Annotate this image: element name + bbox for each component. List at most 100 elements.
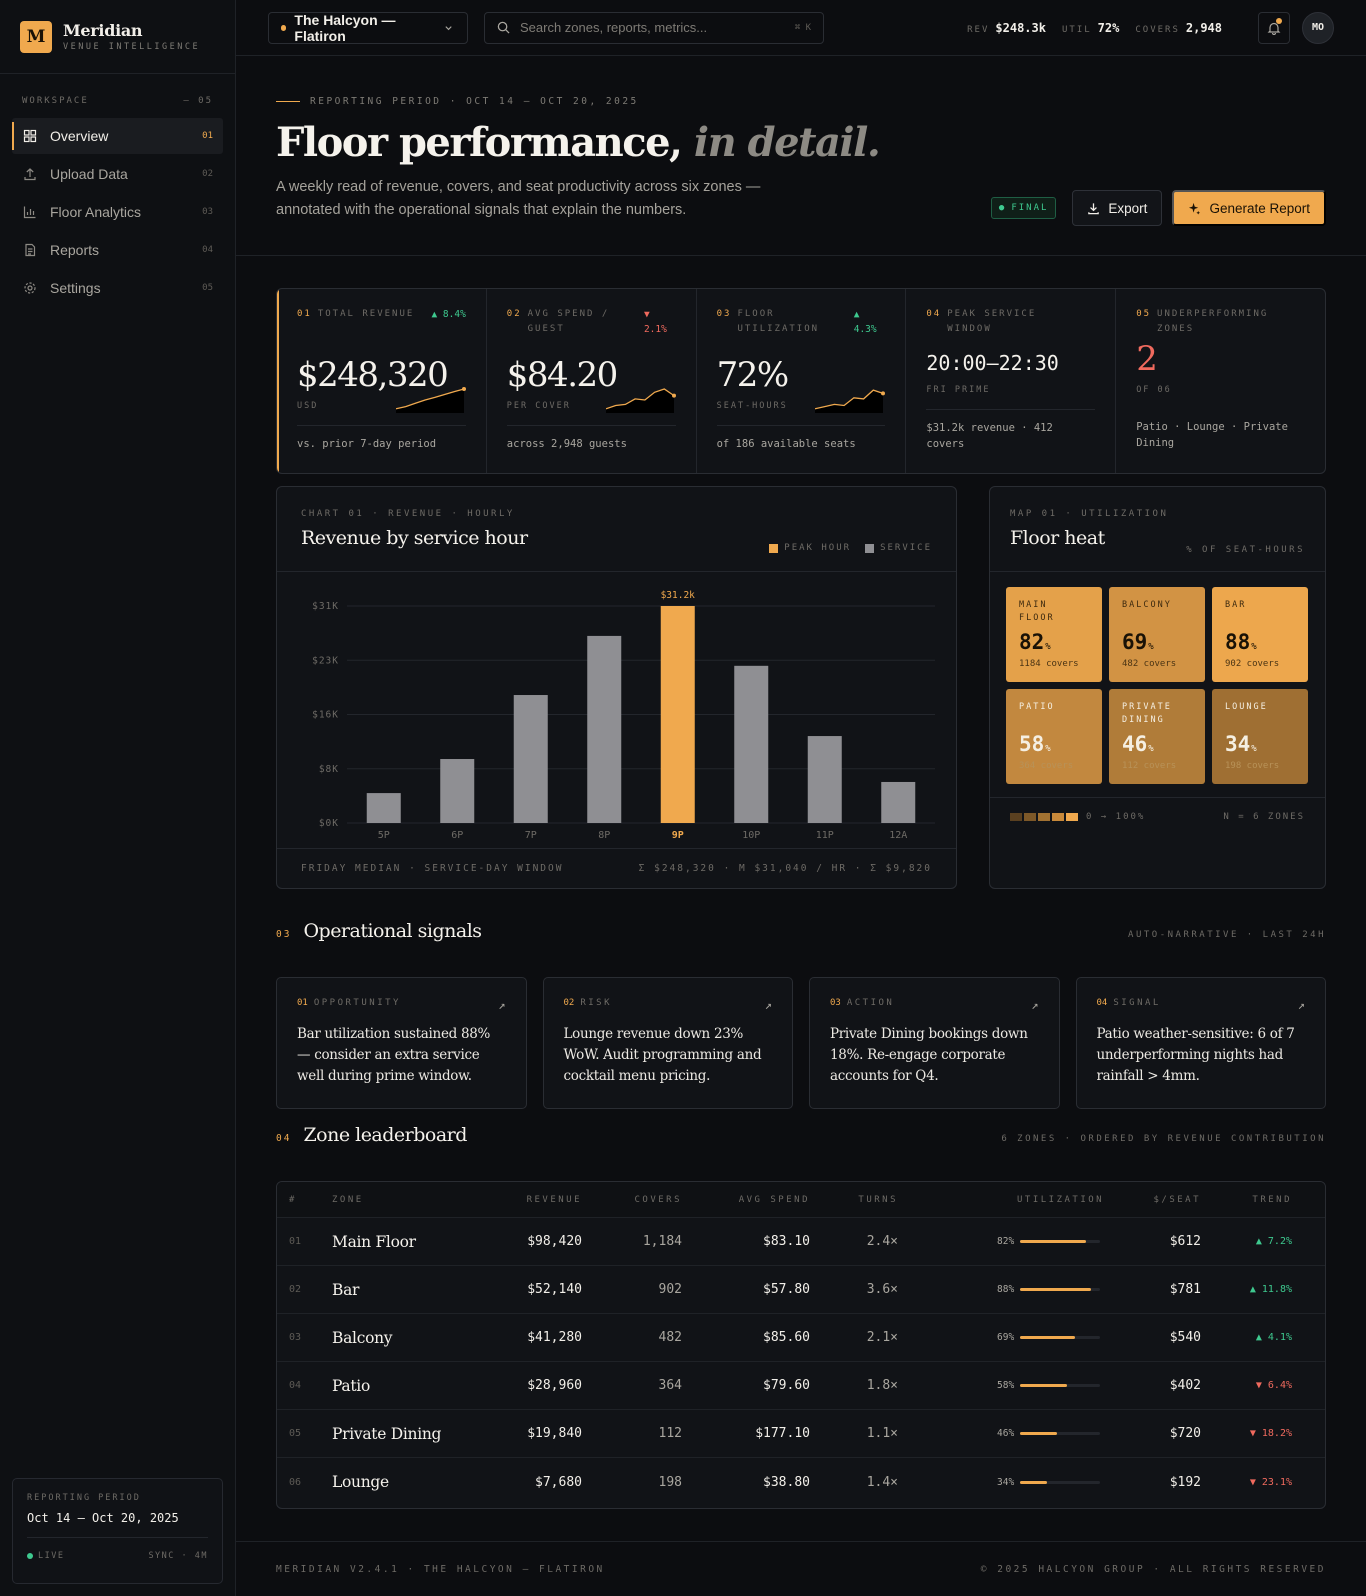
page-title-emphasis: in detail. [693, 119, 881, 166]
search-bar[interactable]: Search zones, reports, metrics... ⌘ K [484, 11, 824, 44]
notifications-button[interactable] [1258, 11, 1290, 44]
signal-card-opportunity[interactable]: 01 OPPORTUNITY ↗ Bar utilization sustained … [276, 977, 527, 1109]
signal-text: Patio weather-sensitive: 6 of 7 underper… [1096, 1026, 1295, 1084]
kpi-card-03[interactable]: 03 FLOOR UTILIZATION ▲ 4.3% 72% SEAT-HOURS of… [697, 289, 907, 473]
bar-9p[interactable] [660, 606, 695, 823]
heat-scale [1010, 813, 1078, 821]
table-row[interactable]: 03 Balcony $41,280 482 $85.60 2.1× 69% $540 ▲ 4.… [277, 1314, 1325, 1362]
cell-covers: 198 [658, 1474, 682, 1490]
kpi-strip: 01 TOTAL REVENUE ▲ 8.4% $248,320 USD vs. prio… [276, 288, 1326, 474]
signal-card-signal[interactable]: 04 SIGNAL ↗ Patio weather-sensitive: 6 of 7… [1075, 977, 1326, 1109]
sidebar-item-floor-analytics[interactable]: Floor Analytics 03 [12, 194, 223, 230]
chart-legend: PEAK HOUR SERVICE [769, 543, 932, 553]
heat-tile-patio[interactable]: PATIO 58% 364 covers [1006, 689, 1102, 784]
table-header-row: # ZONE REVENUE COVERS AVG SPEND TURNS UTILIZAT… [277, 1182, 1325, 1218]
venue-selector[interactable]: The Halcyon — Flatiron [268, 11, 468, 44]
signal-header: 02 RISK ↗ [564, 998, 773, 1012]
bar-10p[interactable] [734, 665, 769, 823]
sidebar-item-reports[interactable]: Reports 04 [12, 232, 223, 268]
period-label: REPORTING PERIOD [27, 1493, 141, 1503]
bar-6p[interactable] [440, 759, 475, 823]
column-header-idx[interactable]: # [289, 1194, 297, 1205]
table-row[interactable]: 06 Lounge $7,680 198 $38.80 1.4× 34% $192 ▼ 23.1… [277, 1458, 1325, 1506]
signal-num: 01 [297, 998, 308, 1008]
kpi-unit: OF 06 [1136, 385, 1172, 395]
export-button[interactable]: Export [1072, 190, 1163, 226]
signal-header: 04 SIGNAL ↗ [1097, 998, 1306, 1012]
y-tick-label: $16K [312, 710, 339, 721]
bar-7p[interactable] [513, 695, 548, 823]
column-header-revenue[interactable]: REVENUE [526, 1194, 582, 1205]
heat-tile-main-floor[interactable]: MAIN FLOOR 82% 1184 covers [1006, 587, 1102, 682]
arrow-up-right-icon[interactable]: ↗ [498, 998, 506, 1012]
cell-covers: 112 [658, 1426, 682, 1441]
search-input[interactable]: Search zones, reports, metrics... [520, 20, 708, 35]
avatar[interactable]: MO [1302, 11, 1334, 44]
bar-11p[interactable] [807, 736, 842, 823]
x-tick-label: 7P [525, 830, 537, 841]
kpi-card-01[interactable]: 01 TOTAL REVENUE ▲ 8.4% $248,320 USD vs. prio… [277, 289, 487, 473]
heat-tile-bar[interactable]: BAR 88% 902 covers [1212, 587, 1308, 682]
chart-eyebrow: CHART 01 · REVENUE · HOURLY [301, 509, 515, 519]
generate-report-button[interactable]: Generate Report [1172, 190, 1326, 226]
x-tick-label: 5P [378, 830, 390, 841]
cell-utilization: 46% [997, 1428, 1101, 1439]
arrow-up-right-icon[interactable]: ↗ [1031, 998, 1039, 1012]
signal-card-action[interactable]: 03 ACTION ↗ Private Dining bookings down 18… [809, 977, 1060, 1109]
venue-name: The Halcyon — Flatiron [294, 11, 396, 44]
peak-data-label: $31.2k [661, 590, 696, 601]
kpi-unit: USD [297, 401, 319, 411]
column-header-avg[interactable]: AVG SPEND [738, 1194, 810, 1205]
column-header-seat[interactable]: $/SEAT [1153, 1194, 1201, 1205]
bar-12a[interactable] [881, 781, 916, 823]
utilization-bar [1020, 1336, 1101, 1339]
kpi-value: 2 [1136, 339, 1158, 379]
sparkline-end-dot [671, 393, 676, 398]
brand-subtitle: VENUE INTELLIGENCE [63, 42, 201, 52]
hero: REPORTING PERIOD · OCT 14 – OCT 20, 2025… [236, 56, 1366, 256]
y-tick-label: $0K [319, 818, 339, 829]
table-row[interactable]: 02 Bar $52,140 902 $57.80 3.6× 88% $781 ▲ 11.8% [277, 1266, 1325, 1314]
page-title: Floor performance, in detail. [276, 119, 881, 166]
bar-5p[interactable] [366, 793, 401, 823]
column-header-zone[interactable]: ZONE [332, 1194, 364, 1205]
column-header-trend[interactable]: TREND [1252, 1194, 1292, 1205]
bar-8p[interactable] [587, 635, 622, 823]
sidebar-item-settings[interactable]: Settings 05 [12, 270, 223, 306]
topbar: The Halcyon — Flatiron Search zones, rep… [236, 0, 1366, 56]
column-header-turns[interactable]: TURNS [858, 1194, 898, 1205]
sidebar-item-upload-data[interactable]: Upload Data 02 [12, 156, 223, 192]
column-header-util[interactable]: UTILIZATION [1017, 1194, 1105, 1205]
brand[interactable]: M Meridian VENUE INTELLIGENCE [0, 0, 235, 74]
legend-service: SERVICE [865, 543, 932, 553]
workspace-header: WORKSPACE — 05 [0, 74, 235, 118]
signal-card-risk[interactable]: 02 RISK ↗ Lounge revenue down 23% WoW. Audi… [542, 977, 793, 1109]
sidebar-item-overview[interactable]: Overview 01 [12, 118, 223, 154]
header-stat-util: UTIL 72% [1061, 20, 1120, 35]
table-row[interactable]: 01 Main Floor $98,420 1,184 $83.10 2.4× 82% $61… [277, 1218, 1325, 1266]
bar-chart-icon [22, 204, 38, 220]
cell-avg: $85.60 [763, 1330, 810, 1345]
heat-tile-lounge[interactable]: LOUNGE 34% 198 covers [1212, 689, 1308, 784]
table-row[interactable]: 05 Private Dining $19,840 112 $177.10 1.1× 46%… [277, 1410, 1325, 1458]
cell-seat: $781 [1169, 1282, 1201, 1297]
x-tick-label: 8P [598, 830, 610, 841]
cell-covers: 482 [658, 1330, 682, 1345]
kpi-card-04[interactable]: 04 PEAK SERVICE WINDOW 20:00–22:30 FRI PRIM… [906, 289, 1117, 473]
kpi-card-02[interactable]: 02 AVG SPEND / GUEST ▼ 2.1% $84.20 PER COVER… [487, 289, 697, 473]
heat-tile-balcony[interactable]: BALCONY 69% 482 covers [1109, 587, 1205, 682]
arrow-up-right-icon[interactable]: ↗ [764, 998, 772, 1012]
cell-revenue: $28,960 [527, 1378, 582, 1393]
kpi-label: AVG SPEND / GUEST [527, 309, 610, 334]
signals-section-meta: AUTO-NARRATIVE · LAST 24H [1128, 930, 1326, 940]
leaderboard-section-meta: 6 ZONES · ORDERED BY REVENUE CONTRIBUTIO… [1001, 1134, 1326, 1144]
table-row[interactable]: 04 Patio $28,960 364 $79.60 1.8× 58% $402 ▼ 6.4% [277, 1362, 1325, 1410]
kpi-card-05[interactable]: 05 UNDERPERFORMING ZONES 2 OF 06 Patio · Lou… [1116, 289, 1325, 473]
cell-zone: Balcony [332, 1328, 393, 1347]
cell-covers: 1,184 [642, 1234, 682, 1249]
column-header-covers[interactable]: COVERS [634, 1194, 682, 1205]
arrow-up-right-icon[interactable]: ↗ [1297, 998, 1305, 1012]
hero-eyebrow: REPORTING PERIOD · OCT 14 – OCT 20, 2025 [276, 96, 1326, 107]
sidebar-nav: Overview 01 Upload Data 02 Floor Analytics 03… [0, 118, 235, 306]
heat-tile-private-dining[interactable]: PRIVATE DINING 46% 112 covers [1109, 689, 1205, 784]
